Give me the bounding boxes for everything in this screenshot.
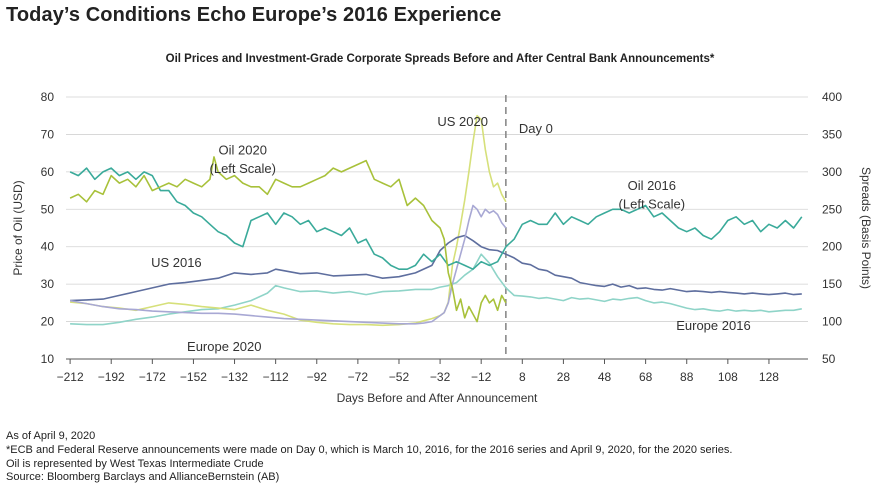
y-right-tick-label: 300 [822,165,842,179]
series-label-europe2016: Europe 2016 [676,318,750,333]
x-tick-label: 68 [639,370,653,384]
x-tick-label: −92 [307,370,328,384]
x-tick-label: −12 [471,370,492,384]
series-label-us2020: US 2020 [437,114,488,129]
left-axis-label: Price of Oil (USD) [11,180,25,275]
x-tick-label: 88 [680,370,694,384]
right-axis-ticks: 50 100 150 200 250 300 350 400 [822,90,842,366]
x-tick-label: 48 [598,370,612,384]
x-tick-label: −72 [348,370,369,384]
y-right-tick-label: 400 [822,90,842,104]
footnote-date: As of April 9, 2020 [6,430,96,442]
y-left-tick-label: 60 [41,165,55,179]
x-tick-label: −112 [263,370,289,384]
series-label-oil2020: Oil 2020 [219,142,267,157]
x-tick-label: −192 [98,370,125,384]
footnote-oil: Oil is represented by West Texas Interme… [6,457,264,470]
x-tick-label: 108 [718,370,738,384]
x-tick-label: 28 [557,370,571,384]
series-lines [69,114,803,327]
grid-lines [66,96,808,360]
y-left-tick-label: 30 [41,277,55,291]
y-left-tick-label: 40 [41,240,55,254]
y-right-tick-label: 150 [822,277,842,291]
y-left-tick-label: 80 [41,90,55,104]
y-right-tick-label: 350 [822,127,842,141]
series-line-europe2020 [70,114,507,327]
x-tick-label: −52 [389,370,410,384]
x-tick-label: −132 [221,370,248,384]
series-labels: Oil 2020 (Left Scale) Oil 2016 (Left Scale)… [151,114,751,354]
series-line-us2020 [69,204,507,325]
y-right-tick-label: 50 [822,352,836,366]
series-line-us2016 [70,234,802,302]
footnote-source: Source: Bloomberg Barclays and AllianceB… [6,471,280,484]
left-axis-ticks: 10 20 30 40 50 60 70 80 [41,90,55,366]
series-label-oil2016: (Left Scale) [619,197,685,212]
y-right-tick-label: 200 [822,240,842,254]
chart-title: Oil Prices and Investment-Grade Corporat… [165,53,715,65]
x-tick-label: −32 [430,370,451,384]
series-label-europe2020: Europe 2020 [187,339,261,354]
day0-label: Day 0 [519,121,553,136]
y-left-tick-label: 70 [41,127,55,141]
series-label-oil2016: Oil 2016 [628,178,676,193]
x-tick-label: 8 [519,370,526,384]
footnote-announcement: *ECB and Federal Reserve announcements w… [6,443,733,456]
y-right-tick-label: 250 [822,202,842,216]
right-axis-label: Spreads (Basis Points) [859,167,873,289]
series-line-oil2016 [69,167,803,271]
line-chart: 10 20 30 40 50 60 70 80 50 100 150 200 250 300 350 400… [11,90,873,405]
y-right-tick-label: 100 [822,315,842,329]
y-left-tick-label: 10 [41,352,55,366]
x-tick-label: −212 [57,370,84,384]
series-label-us2016: US 2016 [151,255,202,270]
x-tick-label: −152 [180,370,207,384]
footnotes: As of April 9, 2020 *ECB and Federal Res… [6,430,732,485]
y-left-tick-label: 50 [41,202,55,216]
series-line-europe2016 [70,253,802,326]
x-axis-label: Days Before and After Announcement [337,391,538,405]
series-label-oil2020: (Left Scale) [210,161,276,176]
x-axis-ticks: −212 −192 −172 −152 −132 −112 −92 −72 −52 −32 −12 8… [57,359,779,384]
x-tick-label: −172 [139,370,166,384]
x-tick-label: 128 [759,370,779,384]
y-left-tick-label: 20 [41,315,55,329]
series-line-oil2020 [69,156,507,323]
headline: Today’s Conditions Echo Europe’s 2016 Ex… [6,4,502,26]
